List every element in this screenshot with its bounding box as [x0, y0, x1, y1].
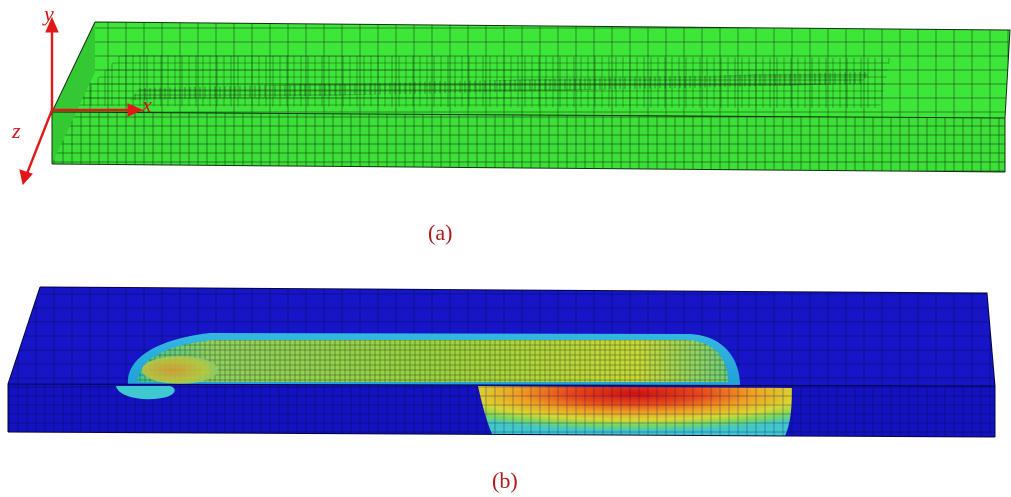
plate-left-face [52, 22, 95, 164]
coordinate-axes [19, 16, 144, 186]
x-axis-label: x [141, 92, 152, 117]
plate-front-mesh [52, 112, 1005, 172]
panel-b: (b) [7, 286, 996, 493]
panel-a: y x z (a) [11, 1, 1011, 245]
caption-a: (a) [428, 220, 452, 245]
left-cyan-lobe [116, 386, 175, 400]
z-axis-label: z [11, 118, 21, 143]
left-heat-spot [142, 356, 218, 384]
caption-b: (b) [492, 468, 518, 493]
weld-line [130, 72, 870, 100]
y-axis-label: y [42, 1, 54, 26]
